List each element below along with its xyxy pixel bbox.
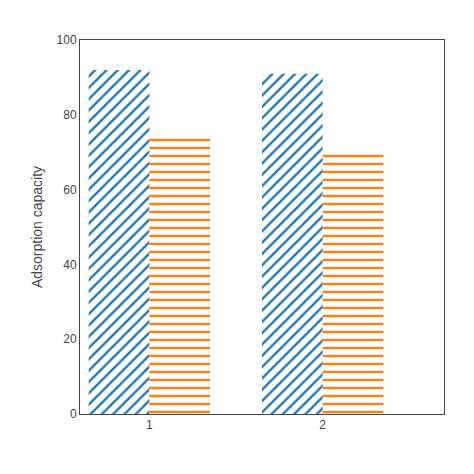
svg-text:Adsorption capacity: Adsorption capacity — [29, 166, 45, 288]
svg-text:80: 80 — [63, 108, 77, 122]
svg-text:60: 60 — [63, 183, 77, 197]
svg-text:0: 0 — [70, 407, 77, 421]
svg-text:40: 40 — [63, 258, 77, 272]
svg-text:2: 2 — [319, 418, 326, 432]
svg-text:20: 20 — [63, 332, 77, 346]
svg-text:100: 100 — [57, 33, 77, 47]
svg-text:1: 1 — [146, 418, 153, 432]
